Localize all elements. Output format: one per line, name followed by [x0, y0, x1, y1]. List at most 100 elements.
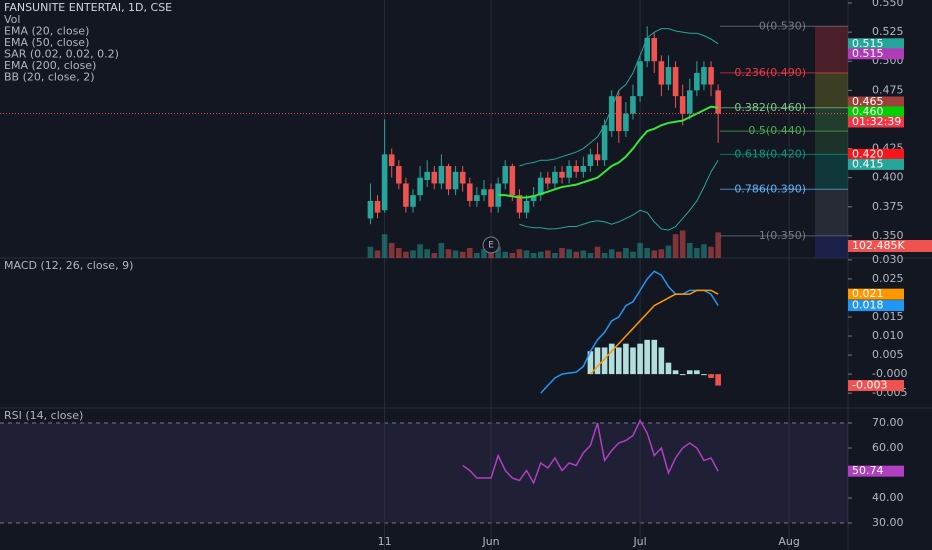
- rsi-line: [462, 418, 719, 485]
- legend-entry: EMA (20, close): [4, 25, 89, 38]
- candle-body: [537, 177, 544, 196]
- volume-bar: [608, 249, 615, 258]
- axis-label-box: [848, 148, 904, 160]
- volume-bar: [594, 246, 601, 258]
- fib-zone: [815, 154, 848, 190]
- volume-bar: [438, 243, 445, 258]
- fib-label: 0.382(0.460): [734, 101, 806, 114]
- candle-body: [623, 113, 629, 132]
- axis-label-box: [848, 158, 904, 170]
- candle-body: [381, 154, 388, 211]
- fib-zone: [815, 26, 848, 73]
- volume-bar: [545, 250, 551, 258]
- candle-body: [686, 90, 693, 114]
- volume-bar: [459, 251, 466, 258]
- histogram-bar: [637, 343, 643, 375]
- axis-label-box: [848, 380, 904, 392]
- candle-body: [608, 96, 615, 132]
- candle-body: [481, 189, 487, 196]
- fib-zone: [815, 235, 848, 258]
- histogram-bar: [708, 374, 714, 378]
- axis-label: 0.018: [852, 299, 884, 312]
- volume-bar: [523, 250, 530, 258]
- volume-bar: [374, 250, 381, 258]
- volume-bar: [495, 246, 501, 258]
- rsi-band: [0, 423, 848, 523]
- histogram-bar: [679, 374, 686, 376]
- axis-label: 50.74: [852, 464, 884, 477]
- candle-body: [523, 200, 530, 213]
- volume-bar: [452, 250, 459, 258]
- axis-label: 0.515: [852, 47, 884, 60]
- axis-label: 0.465: [852, 95, 884, 108]
- volume-bar: [502, 251, 509, 258]
- y-tick-label: 0.525: [872, 25, 904, 38]
- volume-bar: [630, 251, 636, 258]
- histogram-bar: [694, 370, 700, 375]
- axis-label-box: [848, 116, 904, 128]
- volume-bar: [587, 253, 594, 258]
- candle-body: [694, 72, 700, 91]
- volume-bar: [637, 243, 643, 258]
- y-tick-label: 0.005: [872, 348, 904, 361]
- x-tick-label: Jul: [632, 535, 646, 548]
- axis-label-box: [848, 288, 904, 300]
- histogram-bar: [623, 343, 629, 375]
- macd-title: MACD (12, 26, close, 9): [4, 259, 133, 272]
- fib-label: 0.236(0.490): [734, 66, 806, 79]
- candle-body: [644, 37, 650, 62]
- volume-bar: [445, 249, 452, 258]
- volume-bar: [559, 248, 565, 258]
- volume-bar: [679, 230, 686, 258]
- y-tick-label: 0.350: [872, 229, 904, 242]
- volume-bar: [509, 253, 516, 258]
- candle-body: [587, 154, 594, 167]
- y-tick-label: 0.015: [872, 310, 904, 323]
- y-tick-label: 70.00: [872, 416, 904, 429]
- histogram-bar: [587, 351, 594, 375]
- volume-bar: [615, 251, 622, 258]
- volume-label-box: [848, 240, 932, 252]
- candle-body: [545, 177, 551, 184]
- candle-body: [438, 166, 445, 184]
- fib-label: 0.5(0.440): [748, 124, 806, 137]
- volume-bar: [516, 249, 523, 258]
- volume-bar: [708, 246, 714, 258]
- macd-line: [589, 289, 719, 375]
- candle-body: [431, 171, 438, 184]
- candle-body: [509, 166, 516, 196]
- volume-bar: [381, 234, 388, 258]
- volume-label: 102.485K: [852, 239, 905, 252]
- y-tick-label: 40.00: [872, 491, 904, 504]
- legend-entry: EMA (200, close): [4, 59, 96, 72]
- histogram-bar: [665, 362, 672, 375]
- overlay-line: [498, 105, 719, 199]
- candle-body: [530, 195, 537, 201]
- histogram-bar: [608, 343, 615, 375]
- candle-body: [445, 166, 452, 190]
- axis-label-box: [848, 96, 904, 108]
- volume-bar: [573, 251, 580, 258]
- y-tick-label: 0.010: [872, 329, 904, 342]
- candle-body: [715, 90, 721, 114]
- legend-entry: BB (20, close, 2): [4, 71, 95, 84]
- candle-body: [495, 183, 501, 207]
- axis-label: 0.420: [852, 147, 884, 160]
- axis-label-box: [848, 38, 904, 50]
- x-tick-label: 11: [378, 535, 392, 548]
- axis-label: -0.003: [852, 379, 887, 392]
- volume-bar: [403, 251, 409, 258]
- volume-bar: [488, 250, 494, 258]
- candle-body: [637, 61, 643, 97]
- volume-bar: [466, 248, 473, 258]
- axis-label-box: [848, 300, 904, 312]
- candle-body: [374, 200, 381, 213]
- volume-bar: [658, 249, 665, 258]
- volume-bar: [530, 253, 537, 258]
- fib-zone: [815, 72, 848, 108]
- volume-bar: [474, 253, 480, 258]
- y-tick-label: 0.025: [872, 272, 904, 285]
- candle-body: [630, 96, 636, 114]
- y-tick-label: 0.400: [872, 171, 904, 184]
